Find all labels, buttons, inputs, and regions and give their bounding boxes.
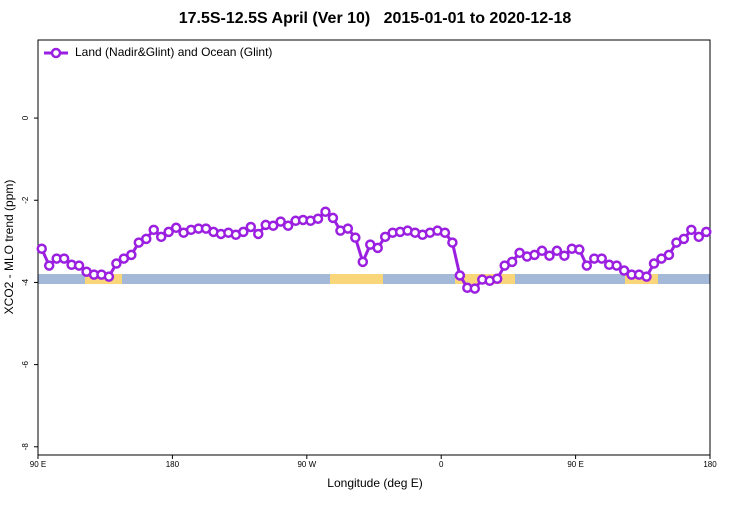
data-point: [111, 258, 122, 269]
data-point: [312, 213, 324, 224]
data-point: [536, 245, 548, 257]
y-axis-label: XCO2 - MLO trend (ppm): [2, 180, 16, 315]
x-tick-label: 180: [703, 460, 717, 469]
data-point: [611, 260, 622, 271]
legend-label: Land (Nadir&Glint) and Ocean (Glint): [75, 45, 272, 59]
data-point: [73, 260, 85, 271]
data-point: [693, 231, 705, 243]
data-point: [103, 271, 115, 282]
data-point: [618, 265, 630, 276]
data-point: [357, 256, 369, 268]
data-point: [141, 233, 152, 245]
data-point: [155, 231, 167, 243]
data-point: [163, 226, 174, 238]
data-point: [506, 256, 518, 268]
data-point: [678, 233, 690, 245]
data-point: [148, 224, 159, 236]
land-band: [330, 274, 383, 284]
data-point: [327, 212, 339, 224]
legend-marker: [50, 47, 62, 59]
data-point: [253, 228, 264, 240]
data-point: [581, 260, 593, 271]
data-point: [574, 244, 585, 255]
data-point: [491, 273, 503, 284]
data-point: [282, 220, 294, 231]
y-tick-label: -2: [21, 196, 30, 204]
data-point: [350, 232, 361, 243]
data-point: [320, 206, 331, 218]
data-point: [245, 221, 257, 233]
x-axis-label: Longitude (deg E): [327, 476, 422, 490]
data-point: [701, 226, 712, 238]
data-point: [596, 253, 607, 264]
data-point: [559, 250, 570, 261]
data-point: [36, 243, 47, 254]
surface-band: [38, 274, 710, 284]
data-point: [372, 242, 383, 254]
x-tick-label: 90 E: [30, 460, 46, 469]
y-tick-label: 0: [21, 115, 30, 120]
data-point: [43, 260, 55, 271]
data-point: [686, 224, 697, 236]
x-tick-label: 180: [166, 460, 180, 469]
y-tick-label: -6: [21, 361, 30, 369]
data-point: [267, 220, 279, 231]
data-point: [648, 258, 660, 269]
data-point: [447, 237, 458, 248]
data-point: [454, 270, 466, 281]
data-point: [551, 245, 563, 257]
data-point: [58, 253, 70, 264]
data-point: [663, 249, 675, 261]
data-point: [275, 216, 286, 227]
data-point: [439, 227, 451, 238]
data-point: [238, 226, 249, 238]
chart-title: 17.5S-12.5S April (Ver 10) 2015-01-01 to…: [179, 10, 572, 27]
data-point: [126, 249, 137, 261]
data-point: [379, 231, 391, 243]
y-tick-label: -8: [21, 443, 30, 451]
x-tick-label: 90 W: [297, 460, 316, 469]
x-tick-label: 0: [439, 460, 444, 469]
data-point: [529, 249, 540, 261]
data-point: [641, 271, 652, 282]
x-tick-label: 90 E: [567, 460, 583, 469]
data-point: [342, 223, 354, 234]
data-point: [469, 283, 481, 294]
data-point: [170, 222, 182, 234]
data-point: [544, 250, 555, 261]
y-tick-label: -4: [21, 278, 30, 286]
